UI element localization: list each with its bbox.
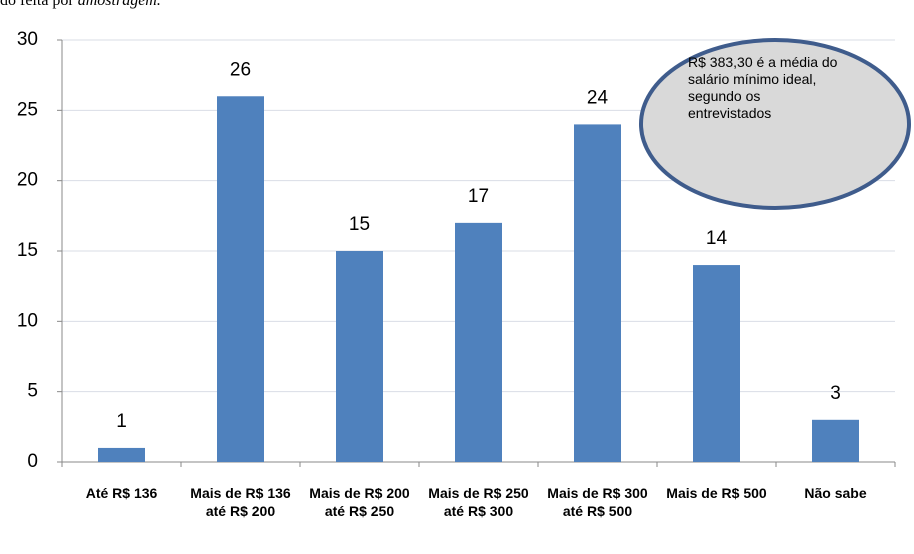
y-tick-label: 5 xyxy=(27,381,38,402)
bar xyxy=(217,96,264,463)
data-label: 17 xyxy=(468,186,489,207)
bar xyxy=(336,251,383,462)
x-tick-label: Não sabe xyxy=(804,485,867,501)
x-tick-label: Mais de R$ 500 xyxy=(666,485,767,501)
y-tick-label: 10 xyxy=(17,310,38,331)
data-label: 24 xyxy=(587,87,609,108)
callout xyxy=(639,38,911,210)
y-tick-label: 20 xyxy=(17,170,38,191)
y-tick-label: 30 xyxy=(17,29,38,50)
x-tick-label: Até R$ 136 xyxy=(85,485,158,501)
x-tick-label: Mais de R$ 136 até R$ 200 xyxy=(190,485,291,519)
x-tick-label: Mais de R$ 250 até R$ 300 xyxy=(428,485,529,519)
y-tick-label: 0 xyxy=(27,451,38,472)
data-label: 1 xyxy=(116,411,127,432)
x-tick-label: Mais de R$ 300 até R$ 500 xyxy=(547,485,648,519)
data-label: 3 xyxy=(830,383,841,404)
y-tick-label: 15 xyxy=(17,240,38,261)
y-tick-label: 25 xyxy=(17,99,38,120)
x-tick-label: Mais de R$ 200 até R$ 250 xyxy=(309,485,410,519)
bar xyxy=(693,265,740,462)
bar xyxy=(574,124,621,463)
data-label: 26 xyxy=(230,59,251,80)
caption: do feita por amostragem. xyxy=(0,0,161,10)
data-label: 15 xyxy=(349,214,370,235)
bar xyxy=(455,222,502,462)
bar xyxy=(98,447,145,462)
caption-italic: amostragem. xyxy=(77,0,161,9)
data-label: 14 xyxy=(706,228,728,249)
caption-text: do feita por xyxy=(0,0,74,9)
annotation: R$ 383,30 é a média do salário mínimo id… xyxy=(688,54,838,121)
bar xyxy=(812,419,859,462)
